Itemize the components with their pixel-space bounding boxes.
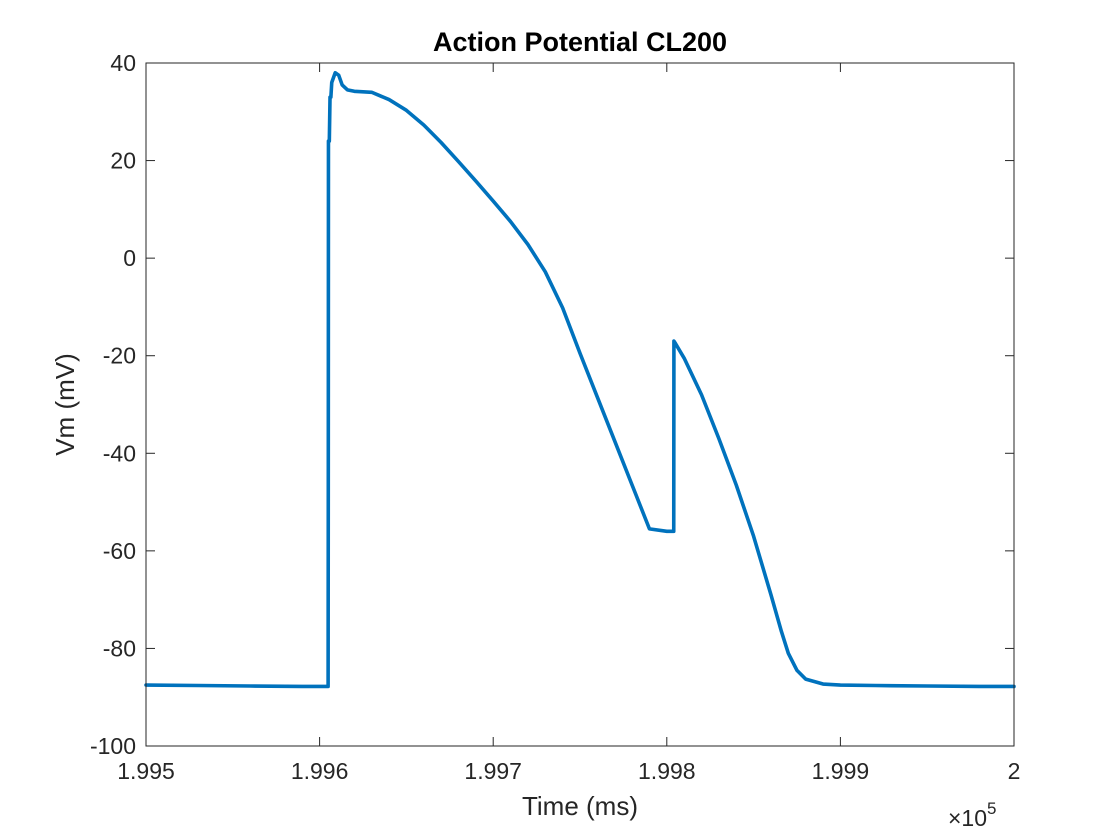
x-exponent-base: ×10 (948, 805, 987, 831)
x-tick-labels: 1.995 1.996 1.997 1.998 1.999 2 (117, 758, 1020, 784)
x-tick-label: 2 (1008, 758, 1021, 784)
x-axis-title: Time (ms) (522, 791, 638, 821)
series-line (144, 70, 1016, 689)
y-tick-label: -80 (103, 635, 136, 661)
x-exponent-power: 5 (987, 799, 996, 818)
series-group (144, 70, 1016, 689)
y-tick-labels: -100 -80 -60 -40 -20 0 20 40 (90, 50, 136, 759)
y-tick-label: -40 (103, 440, 136, 466)
x-axis-exponent: ×105 (948, 799, 996, 831)
y-tick-label: 0 (123, 245, 136, 271)
x-tick-label: 1.998 (638, 758, 696, 784)
x-tick-label: 1.996 (291, 758, 349, 784)
y-tick-label: -20 (103, 343, 136, 369)
y-axis-title: Vm (mV) (50, 353, 80, 456)
x-tick-label: 1.995 (117, 758, 175, 784)
axes-box (145, 62, 1015, 747)
y-tick-label: 20 (110, 148, 136, 174)
x-tick-label: 1.999 (812, 758, 870, 784)
plot-area (146, 63, 1014, 746)
x-tick-label: 1.997 (464, 758, 522, 784)
y-tick-label: 40 (110, 50, 136, 76)
y-tick-label: -100 (90, 733, 136, 759)
y-tick-label: -60 (103, 538, 136, 564)
chart-title: Action Potential CL200 (433, 27, 727, 57)
